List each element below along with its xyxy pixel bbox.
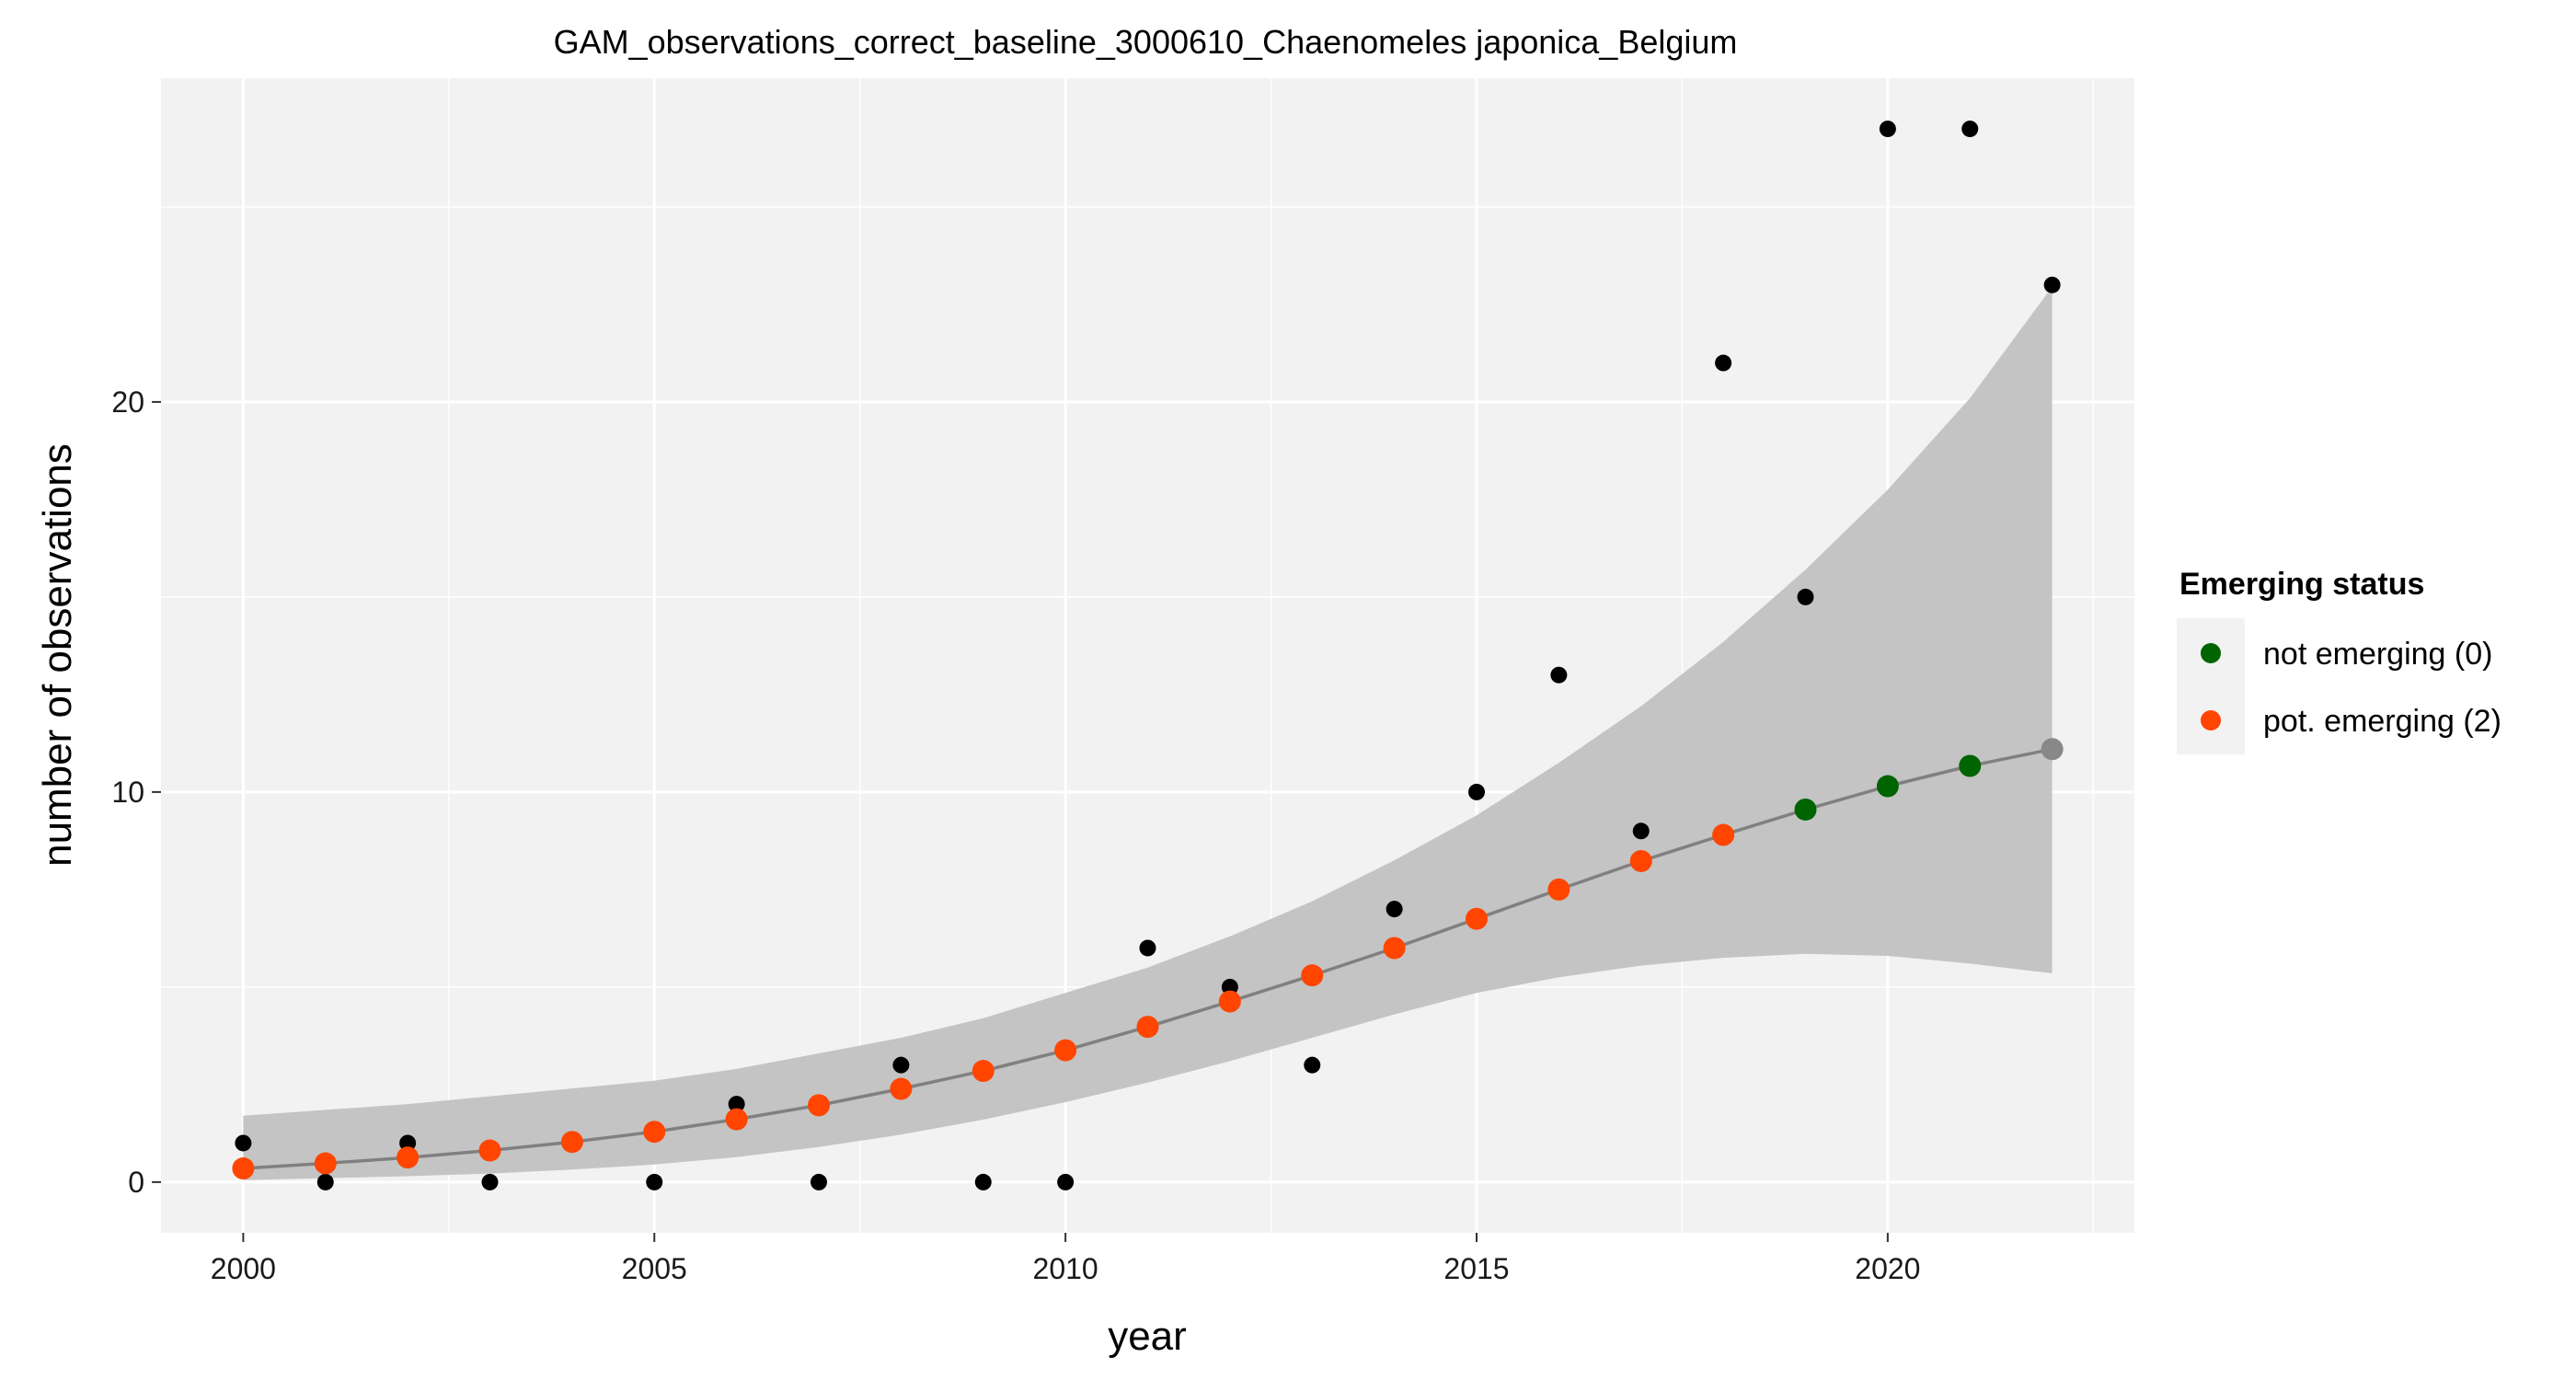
y-axis-title: number of observations <box>35 443 80 867</box>
x-axis: 2000 2005 2010 2015 2020 <box>211 1233 1920 1285</box>
x-tick-label: 2015 <box>1443 1252 1509 1285</box>
fitted-point <box>890 1077 913 1100</box>
observed-point <box>235 1134 252 1152</box>
observed-point <box>1386 901 1403 918</box>
observed-point <box>316 1173 334 1190</box>
x-axis-title: year <box>1108 1314 1187 1359</box>
x-tick-label: 2010 <box>1033 1252 1098 1285</box>
fitted-point <box>808 1094 830 1117</box>
observed-point <box>1879 121 1896 138</box>
x-tick-label: 2000 <box>211 1252 276 1285</box>
legend-title: Emerging status <box>2179 567 2424 602</box>
fitted-point <box>478 1139 501 1162</box>
observed-point <box>1139 939 1156 957</box>
observed-point <box>1468 783 1485 800</box>
fitted-point <box>1136 1016 1159 1039</box>
legend-key-pot-emerging <box>2201 710 2221 730</box>
fitted-point <box>725 1108 748 1131</box>
fitted-point <box>1794 798 1817 821</box>
y-tick-label: 0 <box>128 1166 144 1199</box>
observed-point <box>1057 1173 1075 1190</box>
observed-point <box>2043 276 2061 293</box>
observed-point <box>1797 588 1814 605</box>
chart-title: GAM_observations_correct_baseline_300061… <box>554 23 1738 61</box>
legend-key-not-emerging <box>2201 643 2221 663</box>
fitted-point <box>1054 1039 1077 1062</box>
fitted-point <box>1712 823 1735 846</box>
fitted-point <box>1959 754 1982 777</box>
observed-point <box>1715 354 1732 372</box>
observed-point <box>399 1134 417 1152</box>
fitted-point <box>2041 738 2064 761</box>
legend-key-background <box>2177 618 2245 754</box>
fitted-point <box>1629 849 1652 872</box>
observed-points-layer <box>235 121 2061 1190</box>
fitted-point <box>397 1146 420 1169</box>
fitted-point <box>972 1060 995 1083</box>
fitted-point <box>1301 964 1324 987</box>
observed-point <box>974 1173 992 1190</box>
legend-label-not-emerging: not emerging (0) <box>2263 637 2492 672</box>
fitted-point <box>1547 878 1570 901</box>
x-tick-label: 2005 <box>622 1252 687 1285</box>
y-tick-label: 20 <box>111 385 144 419</box>
fitted-point <box>560 1131 583 1154</box>
observed-point <box>1550 666 1568 684</box>
fitted-point <box>1466 907 1488 930</box>
y-tick-label: 10 <box>111 776 144 809</box>
observed-point <box>811 1173 827 1190</box>
fitted-point <box>643 1121 666 1144</box>
fitted-point <box>1383 937 1406 960</box>
confidence-ribbon-layer <box>243 286 2053 1180</box>
fitted-point <box>314 1152 337 1175</box>
observed-point <box>892 1056 910 1074</box>
observed-point <box>1304 1056 1321 1074</box>
x-tick-label: 2020 <box>1855 1252 1920 1285</box>
observed-point <box>728 1096 745 1113</box>
observed-point <box>1632 822 1650 840</box>
fitted-point <box>232 1157 255 1180</box>
legend-label-pot-emerging: pot. emerging (2) <box>2263 704 2501 739</box>
fitted-point <box>1218 990 1241 1013</box>
fitted-point <box>1876 775 1899 798</box>
fitted-points-layer <box>232 738 2064 1180</box>
y-axis: 0 10 20 <box>111 385 161 1199</box>
observed-point <box>481 1173 499 1190</box>
observed-point <box>1961 121 1979 138</box>
observed-point <box>1221 978 1238 995</box>
confidence-ribbon <box>243 286 2053 1180</box>
legend: Emerging status not emerging (0) pot. em… <box>2177 567 2501 754</box>
observed-point <box>646 1173 663 1190</box>
